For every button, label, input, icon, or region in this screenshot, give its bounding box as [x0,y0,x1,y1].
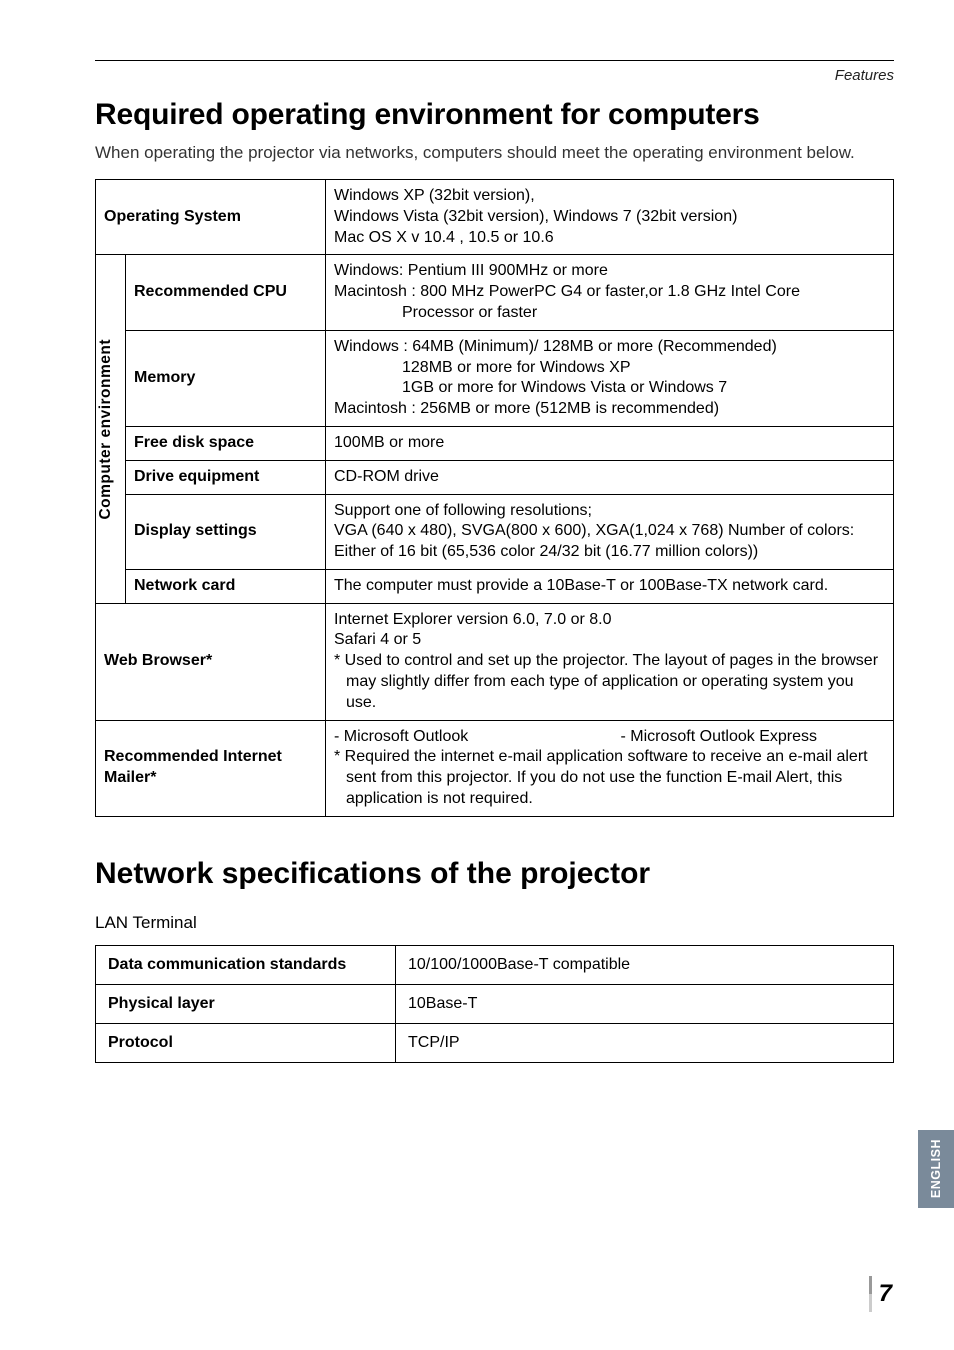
browser-line: Internet Explorer version 6.0, 7.0 or 8.… [334,611,611,628]
table-row: Network card The computer must provide a… [96,569,894,603]
display-label: Display settings [126,494,326,569]
memory-line: 1GB or more for Windows Vista or Windows… [334,378,885,399]
table-row: Recommended Internet Mailer* - Microsoft… [96,720,894,816]
memory-value: Windows : 64MB (Minimum)/ 128MB or more … [326,330,894,426]
requirements-table: Operating System Windows XP (32bit versi… [95,179,894,817]
browser-value: Internet Explorer version 6.0, 7.0 or 8.… [326,603,894,720]
drive-label: Drive equipment [126,460,326,494]
table-row: Web Browser* Internet Explorer version 6… [96,603,894,720]
memory-line: 128MB or more for Windows XP [334,358,885,379]
dcs-value: 10/100/1000Base-T compatible [396,945,894,984]
computer-environment-vertical-label: Computer environment [96,255,126,603]
table-row: Free disk space 100MB or more [96,426,894,460]
table-row: Protocol TCP/IP [96,1023,894,1062]
table-row: Drive equipment CD-ROM drive [96,460,894,494]
mailer-line: - Microsoft Outlook [334,727,621,748]
page-number: 7 [879,1280,892,1308]
section1-intro: When operating the projector via network… [95,142,894,165]
cpu-line: Processor or faster [334,303,885,324]
cpu-line: Windows: Pentium III 900MHz or more [334,262,608,279]
vertical-label-text: Computer environment [96,333,116,526]
header-rule [95,60,894,61]
section1-title: Required operating environment for compu… [95,98,894,132]
memory-label: Memory [126,330,326,426]
network-label: Network card [126,569,326,603]
os-label: Operating System [96,179,326,254]
cpu-line: Macintosh : 800 MHz PowerPC G4 or faster… [334,283,800,300]
disk-value: 100MB or more [326,426,894,460]
table-row: Memory Windows : 64MB (Minimum)/ 128MB o… [96,330,894,426]
display-line: VGA (640 x 480), SVGA(800 x 600), XGA(1,… [334,522,854,560]
header-section-label: Features [95,67,894,84]
memory-line: Macintosh : 256MB or more (512MB is reco… [334,400,719,417]
language-tab: ENGLISH [918,1130,954,1208]
mailer-line: - Microsoft Outlook Express [621,727,818,748]
os-line: Mac OS X v 10.4 , 10.5 or 10.6 [334,229,554,246]
os-line: Windows Vista (32bit version), Windows 7… [334,208,737,225]
mailer-value: - Microsoft Outlook - Microsoft Outlook … [326,720,894,816]
phy-label: Physical layer [96,984,396,1023]
memory-line: Windows : 64MB (Minimum)/ 128MB or more … [334,338,777,355]
mailer-line: * Required the internet e-mail applicati… [334,747,885,809]
cpu-value: Windows: Pentium III 900MHz or more Maci… [326,255,894,330]
spec-table: Data communication standards 10/100/1000… [95,945,894,1063]
proto-value: TCP/IP [396,1023,894,1062]
section2-subhead: LAN Terminal [95,913,894,933]
cpu-label: Recommended CPU [126,255,326,330]
table-row: Physical layer 10Base-T [96,984,894,1023]
display-line: Support one of following resolutions; [334,502,592,519]
network-value: The computer must provide a 10Base-T or … [326,569,894,603]
browser-label: Web Browser* [96,603,326,720]
dcs-label: Data communication standards [96,945,396,984]
display-value: Support one of following resolutions; VG… [326,494,894,569]
phy-value: 10Base-T [396,984,894,1023]
section2-title: Network specifications of the projector [95,857,894,891]
table-row: Data communication standards 10/100/1000… [96,945,894,984]
drive-value: CD-ROM drive [326,460,894,494]
disk-label: Free disk space [126,426,326,460]
os-value: Windows XP (32bit version), Windows Vist… [326,179,894,254]
os-line: Windows XP (32bit version), [334,187,535,204]
proto-label: Protocol [96,1023,396,1062]
table-row: Operating System Windows XP (32bit versi… [96,179,894,254]
mailer-label: Recommended Internet Mailer* [96,720,326,816]
browser-line: * Used to control and set up the project… [334,651,885,713]
table-row: Computer environment Recommended CPU Win… [96,255,894,330]
browser-line: Safari 4 or 5 [334,631,421,648]
language-tab-text: ENGLISH [929,1139,943,1198]
table-row: Display settings Support one of followin… [96,494,894,569]
